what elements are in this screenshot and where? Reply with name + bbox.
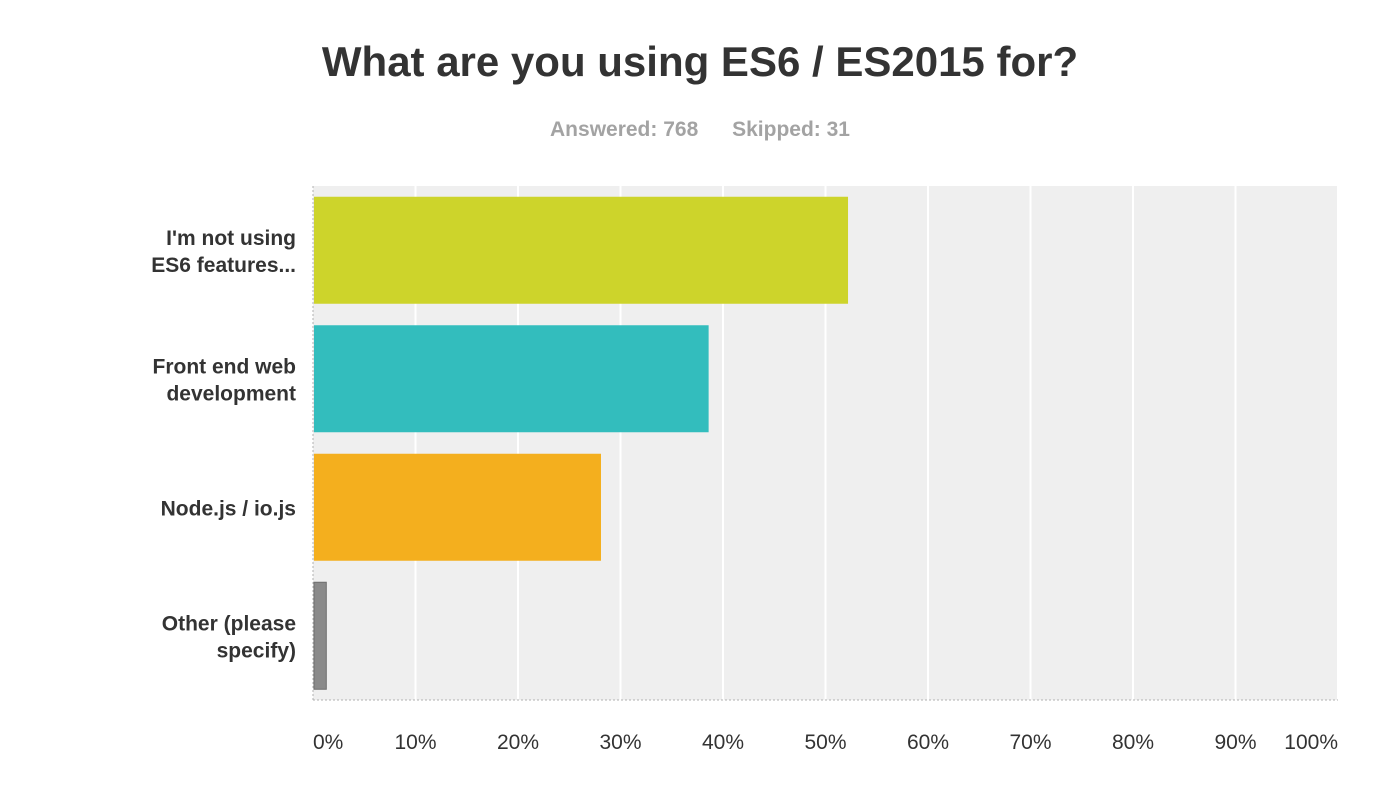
x-tick-label: 50% [804,731,846,754]
x-tick-label: 20% [497,731,539,754]
x-tick-label: 80% [1112,731,1154,754]
category-label-line: Other (please [162,612,296,635]
category-labels: I'm not using ES6 features... Front end we… [151,227,296,663]
category-label-line: development [166,382,296,405]
x-tick-label: 60% [907,731,949,754]
bar [314,453,601,561]
skipped-count: Skipped: 31 [732,118,850,141]
bars [313,196,849,690]
chart-title: What are you using ES6 / ES2015 for? [321,38,1079,85]
bar [314,196,849,304]
x-tick-label: 90% [1214,731,1256,754]
category-label-line: Node.js / io.js [161,497,296,520]
category-label-line: specify) [217,639,296,662]
category-label: Other (please specify) [162,612,296,662]
category-label: Node.js / io.js [161,497,296,520]
x-tick-label: 40% [702,731,744,754]
bar [314,325,709,433]
category-label: Front end web development [153,355,297,405]
x-tick-label: 0% [313,731,343,754]
x-tick-label: 10% [394,731,436,754]
x-tick-label: 70% [1009,731,1051,754]
category-label-line: Front end web [153,355,297,378]
answered-count: Answered: 768 [550,118,699,141]
bar [313,581,327,690]
x-tick-label: 100% [1284,731,1338,754]
x-tick-label: 30% [599,731,641,754]
x-tick-labels: 0% 10% 20% 30% 40% 50% 60% 70% 80% 90% 100% [313,731,1338,754]
category-label: I'm not using ES6 features... [151,227,296,277]
category-label-line: ES6 features... [151,254,296,277]
category-label-line: I'm not using [166,227,296,250]
response-stats: Answered: 768 Skipped: 31 [0,118,1400,142]
